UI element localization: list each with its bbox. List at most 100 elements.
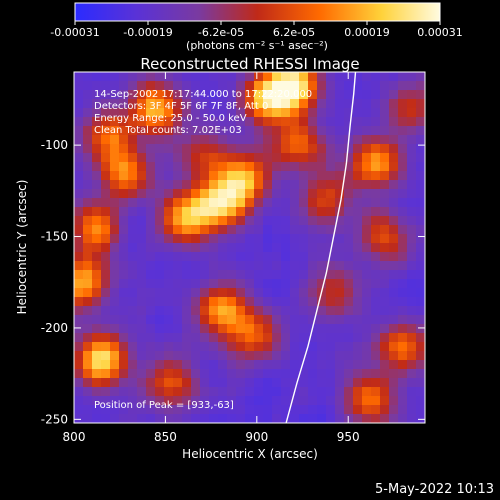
heatmap-cell: [236, 369, 246, 379]
heatmap-cell: [155, 153, 165, 163]
heatmap-cell: [254, 387, 264, 397]
heatmap-cell: [137, 144, 147, 154]
heatmap-cell: [335, 414, 345, 423]
heatmap-cell: [416, 306, 425, 316]
heatmap-cell: [101, 315, 111, 325]
heatmap-cell: [380, 360, 390, 370]
heatmap-cell: [128, 171, 138, 181]
heatmap-cell: [128, 189, 138, 199]
heatmap-cell: [407, 333, 417, 343]
heatmap-cell: [362, 369, 372, 379]
heatmap-cell: [290, 72, 300, 82]
heatmap-cell: [155, 198, 165, 208]
heatmap-cell: [173, 351, 183, 361]
heatmap-cell: [380, 99, 390, 109]
heatmap-cell: [155, 99, 165, 109]
heatmap-cell: [407, 252, 417, 262]
heatmap-cell: [389, 306, 399, 316]
heatmap-cell: [416, 153, 425, 163]
heatmap-cell: [407, 369, 417, 379]
heatmap-cell: [227, 387, 237, 397]
heatmap-cell: [173, 135, 183, 145]
heatmap-cell: [290, 351, 300, 361]
heatmap-cell: [272, 315, 282, 325]
heatmap-cell: [83, 351, 93, 361]
heatmap-cell: [263, 378, 273, 388]
heatmap-cell: [155, 279, 165, 289]
heatmap-cell: [317, 369, 327, 379]
heatmap-cell: [182, 207, 192, 217]
heatmap-cell: [344, 387, 354, 397]
heatmap-cell: [155, 414, 165, 423]
heatmap-cell: [263, 288, 273, 298]
heatmap-cell: [74, 180, 84, 190]
heatmap-cell: [182, 144, 192, 154]
heatmap-cell: [326, 333, 336, 343]
heatmap-cell: [362, 198, 372, 208]
heatmap-cell: [344, 405, 354, 415]
heatmap-cell: [182, 306, 192, 316]
heatmap-cell: [236, 405, 246, 415]
heatmap-cell: [335, 270, 345, 280]
heatmap-cell: [164, 189, 174, 199]
heatmap-cell: [110, 81, 120, 91]
heatmap-cell: [200, 288, 210, 298]
heatmap-cell: [74, 81, 84, 91]
heatmap-cell: [398, 225, 408, 235]
heatmap-cell: [416, 396, 425, 406]
heatmap-cell: [398, 108, 408, 118]
heatmap-cell: [101, 171, 111, 181]
heatmap-cell: [281, 369, 291, 379]
heatmap-cell: [353, 279, 363, 289]
heatmap-cell: [335, 324, 345, 334]
heatmap-cell: [389, 288, 399, 298]
colorbar-tick-label: 0.00031: [417, 26, 463, 39]
heatmap-cell: [164, 117, 174, 127]
heatmap-cell: [155, 234, 165, 244]
heatmap-cell: [389, 117, 399, 127]
heatmap-cell: [398, 351, 408, 361]
heatmap-cell: [74, 108, 84, 118]
heatmap-cell: [155, 333, 165, 343]
heatmap-cell: [407, 126, 417, 136]
heatmap-cell: [218, 72, 228, 82]
heatmap-cell: [218, 324, 228, 334]
heatmap-cell: [110, 144, 120, 154]
heatmap-cell: [137, 171, 147, 181]
annotation-time-range: 14-Sep-2002 17:17:44.000 to 17:22:20.000: [94, 89, 312, 100]
heatmap-cell: [416, 243, 425, 253]
heatmap-cell: [398, 315, 408, 325]
heatmap-cell: [92, 180, 102, 190]
heatmap-cell: [164, 108, 174, 118]
heatmap-cell: [191, 225, 201, 235]
heatmap-cell: [263, 351, 273, 361]
heatmap-cell: [380, 126, 390, 136]
heatmap-cell: [146, 225, 156, 235]
heatmap-cell: [137, 279, 147, 289]
heatmap-cell: [200, 270, 210, 280]
heatmap-cell: [245, 396, 255, 406]
heatmap-cell: [110, 135, 120, 145]
heatmap-cell: [254, 81, 264, 91]
heatmap-cell: [389, 225, 399, 235]
heatmap-cell: [272, 324, 282, 334]
heatmap-cell: [101, 225, 111, 235]
heatmap-cell: [218, 225, 228, 235]
heatmap-cell: [155, 324, 165, 334]
y-tick-label: -200: [41, 321, 68, 335]
heatmap-cell: [299, 369, 309, 379]
heatmap-cell: [245, 252, 255, 262]
heatmap-cell: [227, 225, 237, 235]
heatmap-cell: [110, 153, 120, 163]
heatmap-cell: [155, 117, 165, 127]
heatmap-cell: [164, 144, 174, 154]
heatmap-cell: [110, 405, 120, 415]
heatmap-cell: [272, 378, 282, 388]
heatmap-cell: [92, 288, 102, 298]
heatmap-cell: [290, 360, 300, 370]
heatmap-cell: [308, 396, 318, 406]
heatmap-cell: [371, 99, 381, 109]
heatmap-cell: [218, 144, 228, 154]
heatmap-cell: [110, 117, 120, 127]
heatmap-cell: [155, 171, 165, 181]
